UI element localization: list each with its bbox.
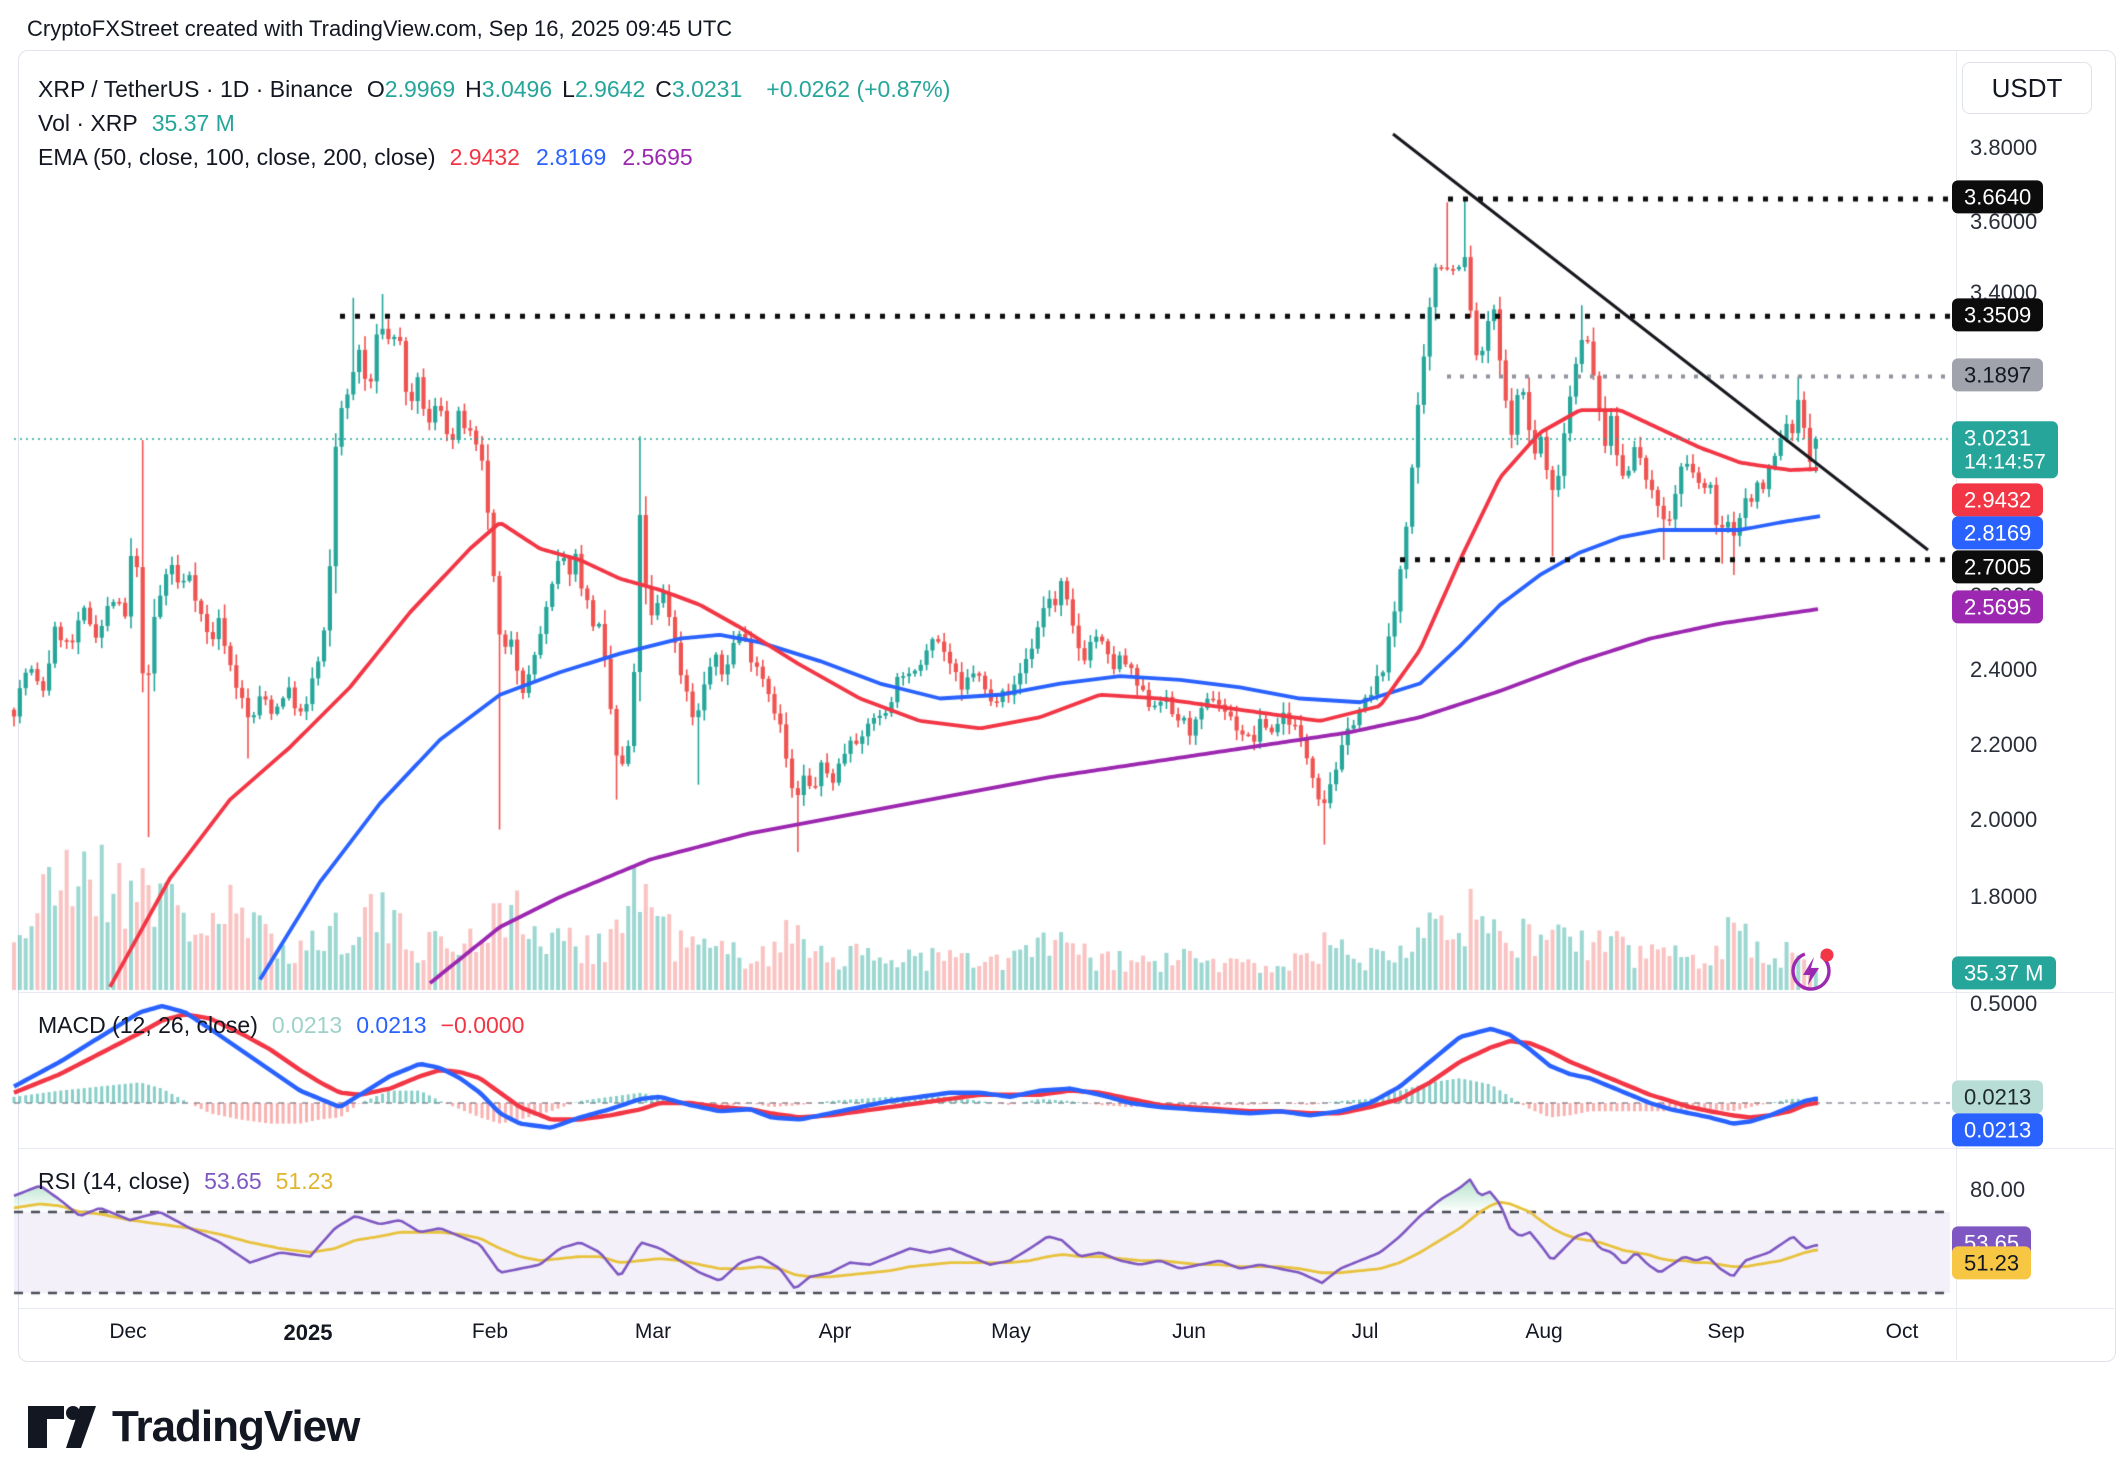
price-badge: 51.23: [1952, 1246, 2032, 1280]
ema-value: 2.5695: [622, 144, 693, 170]
macd-value: −0.0000: [440, 1012, 525, 1038]
month-label: Sep: [1707, 1320, 1745, 1343]
price-badge: 2.5695: [1952, 590, 2044, 624]
attribution-header: CryptoFXStreet created with TradingView.…: [27, 16, 733, 41]
flash-idea-icon[interactable]: [1786, 944, 1840, 998]
rsi-label[interactable]: RSI (14, close): [38, 1168, 191, 1194]
symbol-row[interactable]: XRP / TetherUS · 1D · Binance O2.9969 H3.…: [38, 76, 950, 103]
price-badge: 3.6640: [1952, 180, 2044, 214]
pane-divider-macd-rsi: [19, 1148, 2114, 1149]
month-label: Dec: [109, 1320, 147, 1343]
month-label: Apr: [818, 1320, 852, 1343]
month-label: Feb: [471, 1320, 509, 1343]
rsi-values: 53.65 51.23: [204, 1168, 347, 1195]
price-badge: 35.37 M: [1952, 956, 2056, 990]
price-tick: 3.8000: [1970, 135, 2038, 160]
ohlc-item: C3.0231: [655, 76, 743, 102]
price-tick: 2.2000: [1970, 732, 2038, 757]
ema-row[interactable]: EMA (50, close, 100, close, 200, close) …: [38, 144, 950, 171]
price-tick: 0.5000: [1970, 991, 2038, 1016]
pane-divider-volume-macd: [19, 992, 2114, 993]
ohlc-item: O2.9969: [366, 76, 456, 102]
ohlc-values: O2.9969 H3.0496 L2.9642 C3.0231: [367, 76, 752, 103]
macd-values: 0.0213 0.0213 −0.0000: [272, 1012, 539, 1039]
price-tick: 2.0000: [1970, 807, 2038, 832]
price-badge: 2.9432: [1952, 483, 2044, 517]
month-label: Aug: [1525, 1320, 1563, 1343]
macd-label[interactable]: MACD (12, 26, close): [38, 1012, 258, 1038]
ema-label[interactable]: EMA (50, close, 100, close, 200, close): [38, 144, 436, 170]
ohlc-item: L2.9642: [562, 76, 646, 102]
month-label: 2025: [283, 1320, 333, 1345]
volume-value: 35.37 M: [151, 110, 235, 136]
volume-label[interactable]: Vol · XRP: [38, 110, 138, 136]
macd-legend[interactable]: MACD (12, 26, close) 0.0213 0.0213 −0.0000: [38, 1012, 538, 1046]
macd-value: 0.0213: [271, 1012, 343, 1038]
tradingview-mark-icon: [28, 1406, 96, 1448]
rsi-value: 53.65: [204, 1168, 262, 1194]
month-label: Jul: [1351, 1320, 1379, 1343]
price-badge: 3.0231 14:14:57: [1952, 421, 2058, 479]
macd-value: 0.0213: [356, 1012, 427, 1038]
price-badge: 0.0213: [1952, 1113, 2044, 1147]
tradingview-logo[interactable]: TradingView: [28, 1402, 360, 1452]
month-label: May: [991, 1320, 1031, 1343]
symbol-title[interactable]: XRP / TetherUS · 1D · Binance: [38, 76, 353, 102]
rsi-legend[interactable]: RSI (14, close) 53.65 51.23: [38, 1168, 347, 1202]
pane-divider-rsi-timeaxis: [19, 1308, 2114, 1309]
ema-values: 2.9432 2.8169 2.5695: [450, 144, 709, 171]
price-badge: 2.7005: [1952, 550, 2044, 584]
price-badge: 3.1897: [1952, 358, 2044, 392]
month-label: Oct: [1885, 1320, 1919, 1343]
ohlc-item: H3.0496: [465, 76, 553, 102]
price-badge: 3.3509: [1952, 298, 2044, 332]
main-chart-canvas[interactable]: [0, 52, 2116, 1360]
month-label: Jun: [1172, 1320, 1206, 1343]
price-axis-border: [1956, 51, 1957, 1360]
currency-toggle-button[interactable]: USDT: [1962, 62, 2092, 114]
price-tick: 2.4000: [1970, 657, 2038, 682]
ema-value: 2.8169: [535, 144, 607, 170]
price-tick: 1.8000: [1970, 884, 2038, 909]
lightning-bolt-icon: [1803, 957, 1819, 985]
price-badge: 0.0213: [1952, 1080, 2044, 1114]
notification-dot: [1820, 948, 1834, 962]
price-badge: 2.8169: [1952, 516, 2044, 550]
ema-value: 2.9432: [449, 144, 520, 170]
tradingview-wordmark: TradingView: [112, 1402, 360, 1451]
price-tick: 80.00: [1970, 1177, 2026, 1202]
symbol-legend[interactable]: XRP / TetherUS · 1D · Binance O2.9969 H3.…: [38, 76, 950, 178]
volume-row[interactable]: Vol · XRP 35.37 M: [38, 110, 950, 137]
rsi-value: 51.23: [275, 1168, 334, 1194]
change-value: +0.0262 (+0.87%): [766, 76, 951, 102]
month-label: Mar: [634, 1320, 672, 1343]
